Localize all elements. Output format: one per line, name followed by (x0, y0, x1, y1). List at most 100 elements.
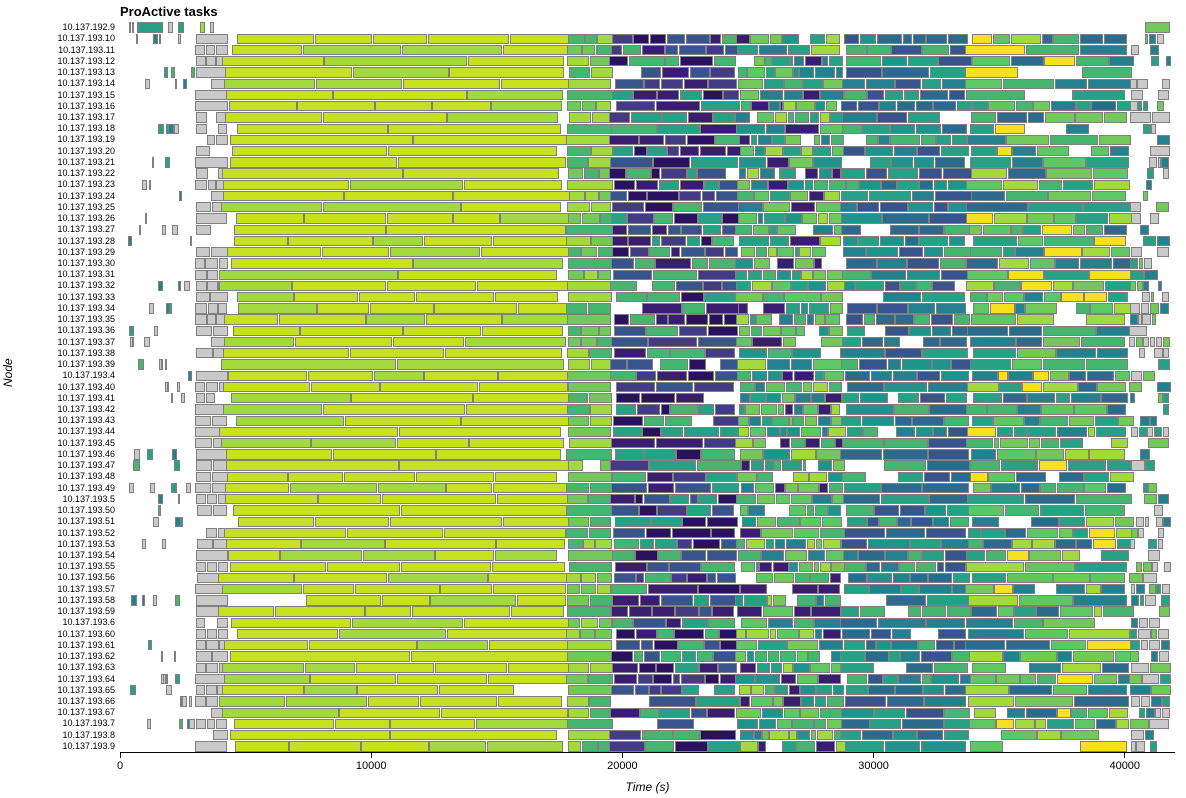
task-bar (1149, 584, 1156, 594)
task-bar (788, 112, 794, 122)
y-tick-label: 10.137.193.38 (57, 348, 115, 358)
task-bar (612, 202, 644, 212)
task-bar (196, 213, 228, 223)
task-bar (581, 326, 599, 336)
task-bar (611, 213, 627, 223)
task-bar (938, 629, 966, 639)
task-bar (210, 22, 214, 32)
task-bar (615, 449, 644, 459)
task-bar (680, 180, 704, 190)
task-bar (878, 135, 890, 145)
task-bar (670, 348, 705, 358)
task-bar (708, 79, 737, 89)
task-bar (700, 124, 737, 134)
task-bar (737, 359, 767, 369)
task-bar (805, 180, 813, 190)
task-bar (196, 348, 212, 358)
task-bar (628, 191, 646, 201)
task-bar (1157, 135, 1170, 145)
task-bar (794, 404, 803, 414)
task-bar (908, 56, 938, 66)
task-bar (908, 303, 935, 313)
task-bar (722, 213, 738, 223)
task-bar (679, 191, 701, 201)
task-bar (739, 685, 751, 695)
task-bar (953, 573, 970, 583)
task-bar (1131, 528, 1138, 538)
task-bar (957, 101, 972, 111)
task-bar (1156, 584, 1161, 594)
task-bar (495, 550, 557, 560)
task-bar (747, 67, 764, 77)
task-bar (803, 90, 819, 100)
task-bar (942, 124, 967, 134)
task-bar (840, 202, 856, 212)
task-bar (1020, 651, 1057, 661)
task-bar (493, 584, 567, 594)
task-bar (1073, 528, 1088, 538)
task-bar (567, 404, 589, 414)
task-bar (1069, 416, 1095, 426)
task-bar (1057, 708, 1070, 718)
task-bar (926, 618, 965, 628)
task-bar (842, 79, 866, 89)
task-bar (1150, 663, 1171, 673)
task-bar (208, 303, 218, 313)
task-bar (801, 146, 812, 156)
task-bar (705, 348, 736, 358)
task-bar (589, 393, 612, 403)
y-tick-label: 10.137.193.48 (57, 471, 115, 481)
task-bar (219, 270, 398, 280)
task-bar (859, 180, 881, 190)
task-bar (640, 539, 655, 549)
task-bar (898, 674, 921, 684)
task-bar (206, 685, 217, 695)
task-bar (846, 404, 894, 414)
task-bar (190, 236, 192, 246)
task-bar (1144, 270, 1158, 280)
task-bar (661, 168, 687, 178)
task-bar (803, 79, 822, 89)
task-bar (488, 674, 573, 684)
task-bar (968, 629, 1025, 639)
task-bar (791, 359, 813, 369)
task-bar (869, 584, 900, 594)
task-bar (385, 539, 496, 549)
task-bar (434, 303, 517, 313)
task-bar (819, 168, 832, 178)
task-bar (206, 56, 216, 66)
task-bar (919, 180, 932, 190)
task-bar (1083, 202, 1134, 212)
task-bar (914, 157, 935, 167)
task-bar (195, 483, 211, 493)
task-bar (669, 562, 700, 572)
task-bar (865, 146, 893, 156)
task-bar (691, 708, 708, 718)
task-bar (945, 685, 968, 695)
task-bar (497, 494, 572, 504)
task-bar (616, 629, 635, 639)
task-bar (682, 618, 708, 628)
task-bar (886, 528, 925, 538)
task-bar (195, 741, 227, 751)
task-bar (1107, 460, 1132, 470)
task-bar (627, 359, 653, 369)
task-bar (1014, 606, 1035, 616)
task-bar (177, 382, 179, 392)
task-bar (1078, 382, 1097, 392)
task-bar (771, 663, 782, 673)
task-bar (842, 393, 860, 403)
node-row (120, 494, 1175, 504)
task-bar (350, 180, 463, 190)
task-bar (279, 314, 366, 324)
task-bar (823, 539, 841, 549)
task-bar (1151, 685, 1170, 695)
task-bar (662, 67, 690, 77)
task-bar (223, 382, 310, 392)
task-bar (648, 483, 674, 493)
task-bar (370, 303, 434, 313)
task-bar (1139, 708, 1145, 718)
task-bar (630, 314, 656, 324)
task-bar (802, 213, 817, 223)
task-bar (1154, 427, 1162, 437)
